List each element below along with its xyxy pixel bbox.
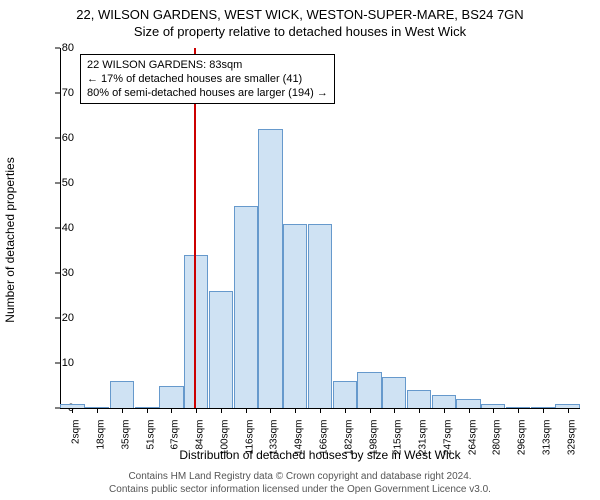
footer-line-1: Contains HM Land Registry data © Crown c… xyxy=(0,470,600,483)
bar xyxy=(234,206,258,409)
bar xyxy=(209,291,233,408)
bar xyxy=(60,404,84,409)
x-tick-label: 2sqm xyxy=(71,420,82,444)
bar xyxy=(308,224,332,409)
x-tick-label: 51sqm xyxy=(145,420,156,450)
annotation-line-3: 80% of semi-detached houses are larger (… xyxy=(87,86,328,100)
bar xyxy=(432,395,456,409)
x-axis-label: Distribution of detached houses by size … xyxy=(60,448,580,462)
x-tick-mark xyxy=(345,408,346,413)
chart-container: 22, WILSON GARDENS, WEST WICK, WESTON-SU… xyxy=(0,0,600,500)
x-tick-mark xyxy=(270,408,271,413)
bar xyxy=(357,372,381,408)
bar xyxy=(333,381,357,408)
x-tick-mark xyxy=(147,408,148,413)
title-line-2: Size of property relative to detached ho… xyxy=(0,23,600,40)
bar xyxy=(110,381,134,408)
y-axis-label: Number of detached properties xyxy=(3,157,17,322)
x-tick-mark xyxy=(72,408,73,413)
x-tick-mark xyxy=(568,408,569,413)
x-tick-label: 18sqm xyxy=(96,420,107,450)
x-tick-mark xyxy=(122,408,123,413)
bar xyxy=(555,404,579,409)
bar xyxy=(531,407,555,408)
x-tick-mark xyxy=(444,408,445,413)
x-tick-mark xyxy=(246,408,247,413)
x-tick-label: 35sqm xyxy=(120,420,131,450)
title-block: 22, WILSON GARDENS, WEST WICK, WESTON-SU… xyxy=(0,6,600,40)
bar xyxy=(407,390,431,408)
title-line-1: 22, WILSON GARDENS, WEST WICK, WESTON-SU… xyxy=(0,6,600,23)
x-tick-mark xyxy=(419,408,420,413)
x-tick-mark xyxy=(370,408,371,413)
x-tick-label: 84sqm xyxy=(195,420,206,450)
bar xyxy=(184,255,208,408)
bar xyxy=(283,224,307,409)
bar xyxy=(456,399,480,408)
x-tick-mark xyxy=(394,408,395,413)
footer: Contains HM Land Registry data © Crown c… xyxy=(0,470,600,496)
x-tick-label: 67sqm xyxy=(170,420,181,450)
x-tick-mark xyxy=(97,408,98,413)
x-tick-mark xyxy=(493,408,494,413)
bar xyxy=(506,407,530,408)
bar xyxy=(382,377,406,409)
bar xyxy=(159,386,183,409)
footer-line-2: Contains public sector information licen… xyxy=(0,483,600,496)
x-tick-mark xyxy=(543,408,544,413)
x-tick-mark xyxy=(469,408,470,413)
x-tick-mark xyxy=(171,408,172,413)
bar xyxy=(481,404,505,409)
x-tick-mark xyxy=(295,408,296,413)
annotation-line-1: 22 WILSON GARDENS: 83sqm xyxy=(87,58,328,72)
bar xyxy=(85,407,109,408)
x-tick-mark xyxy=(221,408,222,413)
annotation-box: 22 WILSON GARDENS: 83sqm ← 17% of detach… xyxy=(80,54,335,104)
x-tick-mark xyxy=(196,408,197,413)
bar xyxy=(258,129,282,408)
annotation-line-2: ← 17% of detached houses are smaller (41… xyxy=(87,72,328,86)
x-tick-mark xyxy=(320,408,321,413)
bar xyxy=(135,407,159,408)
x-tick-mark xyxy=(518,408,519,413)
